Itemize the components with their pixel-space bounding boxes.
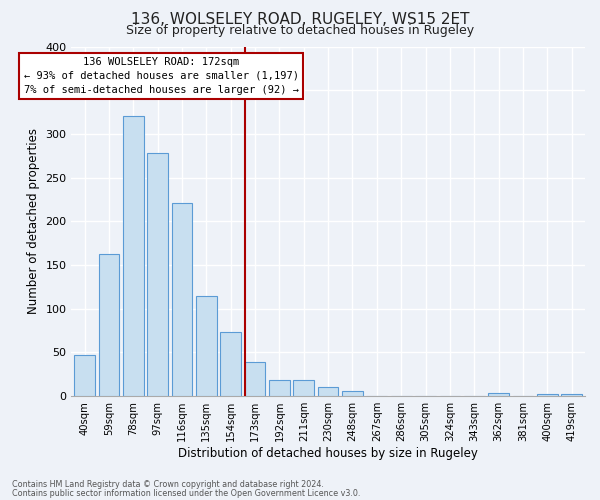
Text: Contains public sector information licensed under the Open Government Licence v3: Contains public sector information licen… <box>12 488 361 498</box>
Bar <box>98 254 119 396</box>
Text: Size of property relative to detached houses in Rugeley: Size of property relative to detached ho… <box>126 24 474 37</box>
Bar <box>172 203 193 396</box>
Y-axis label: Number of detached properties: Number of detached properties <box>26 128 40 314</box>
Bar <box>123 116 143 396</box>
Bar <box>196 296 217 396</box>
Bar <box>245 362 265 396</box>
Bar <box>269 380 290 396</box>
Bar <box>561 394 582 396</box>
Bar <box>148 153 168 396</box>
Text: 136 WOLSELEY ROAD: 172sqm
← 93% of detached houses are smaller (1,197)
7% of sem: 136 WOLSELEY ROAD: 172sqm ← 93% of detac… <box>23 57 299 95</box>
Bar <box>537 394 557 396</box>
Bar <box>318 388 338 396</box>
Bar <box>488 392 509 396</box>
Bar <box>220 332 241 396</box>
Text: Contains HM Land Registry data © Crown copyright and database right 2024.: Contains HM Land Registry data © Crown c… <box>12 480 324 489</box>
X-axis label: Distribution of detached houses by size in Rugeley: Distribution of detached houses by size … <box>178 447 478 460</box>
Bar <box>293 380 314 396</box>
Text: 136, WOLSELEY ROAD, RUGELEY, WS15 2ET: 136, WOLSELEY ROAD, RUGELEY, WS15 2ET <box>131 12 469 28</box>
Bar <box>342 391 363 396</box>
Bar <box>74 355 95 396</box>
